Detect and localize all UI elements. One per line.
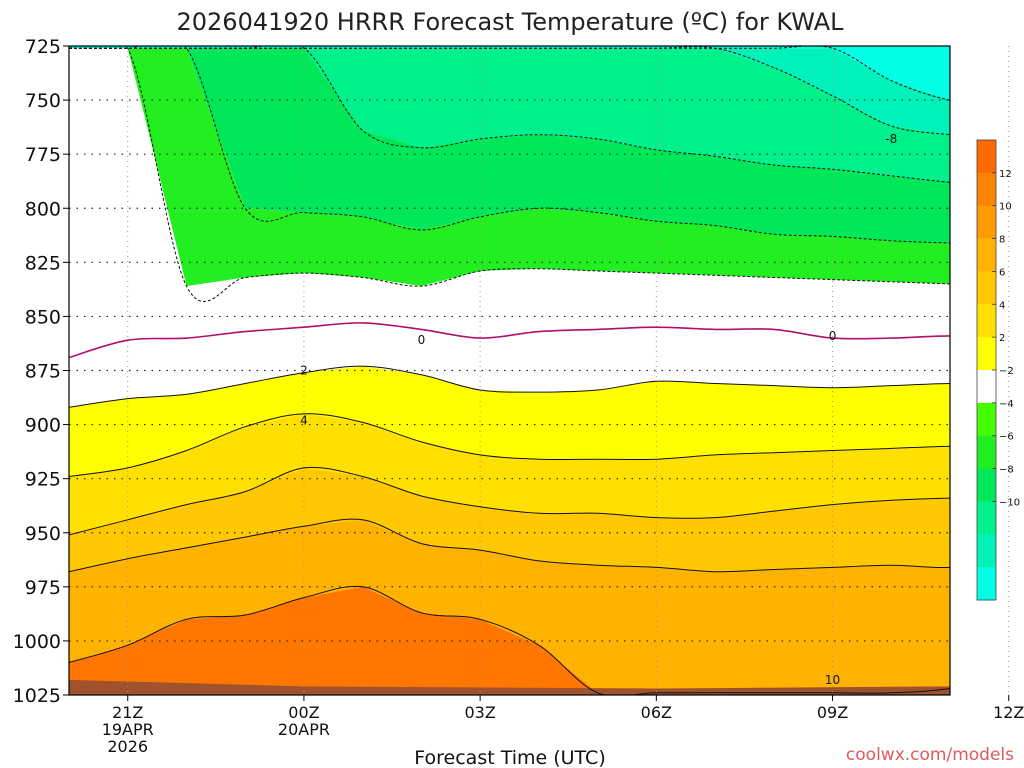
band-8-10 — [69, 519, 950, 693]
isotherm-2 — [69, 365, 950, 408]
contour-label: 2 — [300, 364, 308, 378]
colorbar-segment — [977, 534, 996, 568]
colorbar-tick-label: 10 — [999, 202, 1012, 213]
colorbar-tick-label: 6 — [999, 267, 1005, 278]
band-minus8-minus6 — [69, 48, 950, 183]
band-minus4-minus2 — [69, 48, 950, 287]
x-axis-label: Forecast Time (UTC) — [414, 747, 605, 768]
band-4-6 — [69, 413, 950, 535]
x-tick-label: 21Z — [112, 703, 143, 722]
band-below-minus10 — [69, 46, 950, 101]
contour-label: 0 — [829, 329, 837, 343]
colorbar-legend: 12 10 8 6 4 2 −2 −4 −6 −8 −10 — [976, 139, 1020, 601]
y-tick-label: 750 — [25, 90, 61, 112]
x-tick-label: 19APR — [102, 720, 154, 739]
y-tick-label: 925 — [25, 469, 61, 491]
isotherm-minus2 — [69, 46, 950, 302]
contour-label-text: 10 — [825, 673, 840, 687]
contour-label: 0 — [418, 333, 426, 347]
colorbar-tick-label: 2 — [999, 333, 1005, 344]
y-tick-label: 975 — [25, 577, 61, 599]
colorbar-segment — [977, 501, 996, 535]
plot-area — [69, 46, 950, 695]
contour-label: 10 — [825, 673, 840, 687]
colorbar-segment — [977, 271, 996, 305]
colorbar-segment — [977, 140, 996, 174]
colorbar-tick-label: −4 — [999, 399, 1014, 410]
contour-label-text: 0 — [418, 333, 426, 347]
x-tick-label: 00Z — [288, 703, 319, 722]
contour-labels: -8-600224410 — [300, 132, 897, 687]
contour-label: 4 — [300, 413, 308, 427]
colorbar-tick-label: 8 — [999, 235, 1005, 246]
band-minus6-minus4 — [69, 48, 950, 243]
chart-title: 2026041920 HRRR Forecast Temperature (ºC… — [176, 8, 844, 36]
colorbar-tick-label: −8 — [999, 465, 1014, 476]
x-tick-label: 20APR — [278, 720, 330, 739]
colorbar-segment — [977, 337, 996, 371]
credit-link[interactable]: coolwx.com/models — [846, 745, 1014, 765]
colorbar-tick-label: −6 — [999, 432, 1014, 443]
colorbar-segment — [977, 205, 996, 240]
colorbar-segment — [977, 468, 996, 502]
y-tick-label: 900 — [25, 415, 61, 437]
y-tick-label: 950 — [25, 523, 61, 545]
ground-surface — [69, 679, 950, 695]
band-above-10 — [69, 586, 950, 695]
isotherm-minus6 — [69, 46, 950, 183]
colorbar-segment — [977, 402, 996, 437]
isotherm-0 — [69, 322, 950, 359]
band-2-4 — [69, 366, 950, 477]
colorbar-segment — [977, 304, 996, 338]
y-tick-label: 725 — [25, 36, 61, 58]
x-tick-label: 12Z — [993, 703, 1024, 722]
contour-label-text: 0 — [829, 329, 837, 343]
y-tick-label: 825 — [25, 252, 61, 274]
y-tick-label: 800 — [25, 198, 61, 220]
y-axis: 725 750 775 800 825 850 875 900 925 950 975 1000 102… — [13, 36, 69, 707]
colorbar-tick-label: −10 — [999, 497, 1020, 508]
x-tick-label: 2026 — [107, 737, 148, 756]
band-6-8 — [69, 467, 950, 572]
contour-label-text: 2 — [300, 364, 308, 378]
colorbar-segment — [977, 370, 996, 404]
colorbar-tick-label: 4 — [999, 300, 1005, 311]
colorbar-tick-label: 12 — [999, 169, 1012, 180]
x-tick-label: 03Z — [464, 703, 495, 722]
y-tick-label: 850 — [25, 306, 61, 328]
y-tick-label: 1025 — [13, 685, 61, 707]
colorbar-segment — [977, 238, 996, 272]
band-minus2-plus2 — [69, 48, 950, 408]
colorbar-tick-label: −2 — [999, 366, 1014, 377]
y-tick-label: 1000 — [13, 631, 61, 653]
grid-lines — [69, 46, 1010, 695]
x-tick-label: 09Z — [817, 703, 848, 722]
contour-label: -8 — [885, 132, 897, 146]
isotherm-minus4 — [69, 46, 950, 244]
contour-label-text: -8 — [885, 132, 897, 146]
isotherm-4 — [69, 413, 950, 477]
colorbar-segment — [977, 567, 996, 601]
y-tick-label: 875 — [25, 361, 61, 383]
colorbar-segment — [977, 172, 996, 207]
y-tick-label: 775 — [25, 144, 61, 166]
x-tick-label: 06Z — [641, 703, 672, 722]
contour-label-text: 4 — [300, 413, 308, 427]
colorbar-segment — [977, 435, 996, 470]
